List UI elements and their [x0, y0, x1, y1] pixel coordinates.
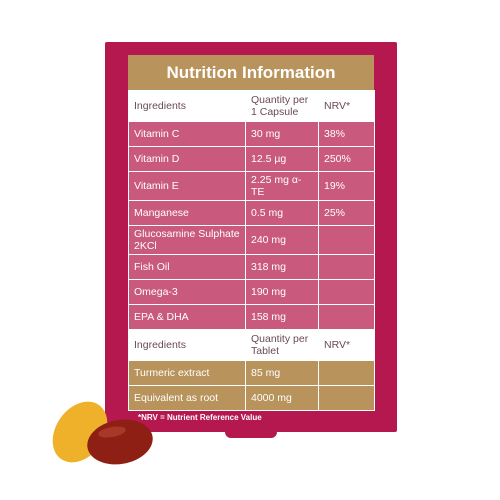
table-cell	[318, 225, 375, 255]
table-cell: Quantity per Tablet	[245, 329, 319, 361]
table-row: Fish Oil 318 mg	[128, 254, 375, 280]
table-cell: 38%	[318, 121, 375, 147]
footnote: *NRV = Nutrient Reference Value	[138, 413, 262, 422]
nutrition-table: Ingredients Quantity per 1 Capsule NRV* Vit…	[128, 90, 375, 411]
table-cell: Glucosamine Sulphate 2KCl	[128, 225, 246, 255]
table-cell: 158 mg	[245, 304, 319, 330]
table-cell: 25%	[318, 200, 375, 226]
table-cell: Vitamin E	[128, 171, 246, 201]
capsule-shine	[98, 426, 126, 438]
table-row: Glucosamine Sulphate 2KCl 240 mg	[128, 225, 375, 255]
table-cell: Turmeric extract	[128, 360, 246, 386]
table-cell: Equivalent as root	[128, 385, 246, 411]
table-cell: 318 mg	[245, 254, 319, 280]
table-cell	[318, 385, 375, 411]
table-row: Vitamin D 12.5 µg 250%	[128, 146, 375, 172]
table-cell: Quantity per 1 Capsule	[245, 90, 319, 122]
table-cell: Vitamin C	[128, 121, 246, 147]
table-cell: 19%	[318, 171, 375, 201]
table-row: Ingredients Quantity per 1 Capsule NRV*	[128, 90, 375, 122]
table-row: Turmeric extract 85 mg	[128, 360, 375, 386]
table-row: Vitamin E 2.25 mg α-TE 19%	[128, 171, 375, 201]
table-cell: Vitamin D	[128, 146, 246, 172]
table-cell: NRV*	[318, 90, 375, 122]
table-cell: Ingredients	[128, 90, 246, 122]
table-row: Equivalent as root 4000 mg	[128, 385, 375, 411]
table-cell	[318, 360, 375, 386]
table-cell: 250%	[318, 146, 375, 172]
title: Nutrition Information	[128, 55, 374, 90]
table-cell: 4000 mg	[245, 385, 319, 411]
table-cell: 240 mg	[245, 225, 319, 255]
table-row: Vitamin C 30 mg 38%	[128, 121, 375, 147]
table-cell: 85 mg	[245, 360, 319, 386]
table-cell: 0.5 mg	[245, 200, 319, 226]
table-cell: 12.5 µg	[245, 146, 319, 172]
table-cell: Fish Oil	[128, 254, 246, 280]
label-tab	[225, 430, 277, 438]
table-cell: EPA & DHA	[128, 304, 246, 330]
table-cell: 190 mg	[245, 279, 319, 305]
